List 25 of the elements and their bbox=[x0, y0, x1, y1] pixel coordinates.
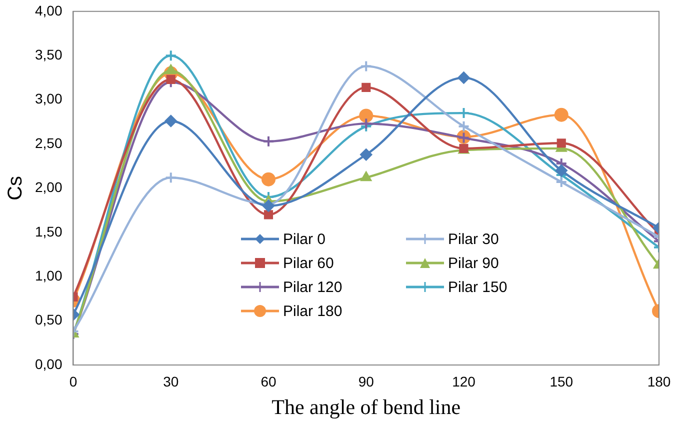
y-tick-label: 2,50 bbox=[35, 134, 62, 151]
y-axis-title: Cs bbox=[4, 176, 27, 200]
x-axis-title: The angle of bend line bbox=[272, 394, 461, 419]
legend-label: Pilar 120 bbox=[283, 278, 342, 296]
x-tick-label: 60 bbox=[260, 373, 276, 390]
y-tick-label: 1,50 bbox=[35, 223, 62, 240]
legend-label: Pilar 90 bbox=[448, 254, 499, 272]
y-tick-label: 4,00 bbox=[35, 2, 62, 18]
legend-label: Pilar 0 bbox=[283, 230, 326, 248]
legend-label: Pilar 150 bbox=[448, 278, 508, 296]
legend-label: Pilar 60 bbox=[283, 254, 334, 272]
y-tick-label: 0,00 bbox=[35, 356, 62, 372]
x-tick-label: 150 bbox=[550, 373, 574, 390]
x-tick-label: 120 bbox=[452, 373, 476, 390]
x-tick-label: 180 bbox=[647, 373, 671, 390]
x-tick-label: 0 bbox=[69, 373, 78, 390]
y-tick-label: 2,00 bbox=[35, 179, 62, 196]
legend-label: Pilar 180 bbox=[283, 302, 342, 320]
y-tick-label: 3,50 bbox=[35, 46, 62, 62]
legend-label: Pilar 30 bbox=[448, 230, 499, 248]
y-tick-label: 0,50 bbox=[35, 312, 62, 328]
y-tick-label: 3,00 bbox=[35, 90, 62, 107]
y-tick-label: 1,00 bbox=[35, 267, 62, 284]
x-tick-label: 30 bbox=[163, 373, 179, 390]
x-tick-label: 90 bbox=[358, 373, 374, 390]
